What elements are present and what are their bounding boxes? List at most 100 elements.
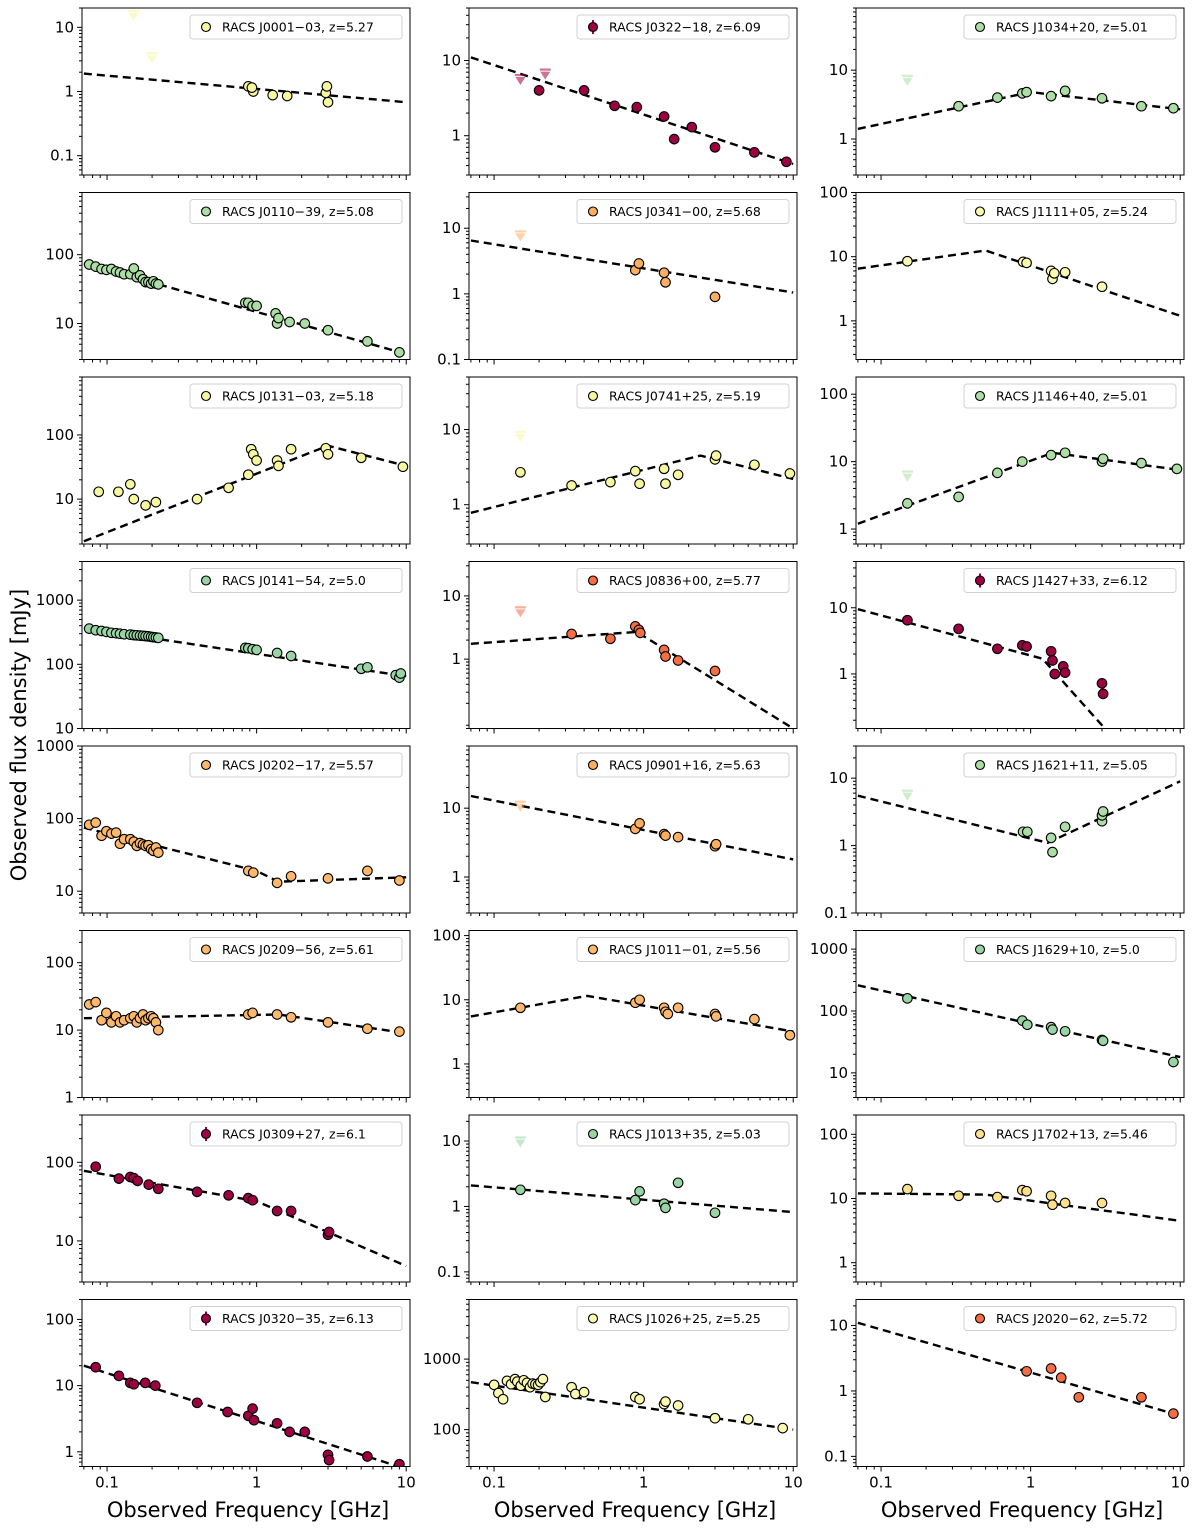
plot-area — [470, 56, 794, 168]
data-point — [128, 1378, 140, 1390]
panel-7: 10 100 RACS J0131−03, z=5.18 — [45, 376, 411, 549]
data-point — [152, 1024, 164, 1036]
plot-area — [83, 996, 407, 1037]
y-tick-label: 10 — [442, 1132, 461, 1150]
x-axis-label-col1: Observed Frequency [GHz] — [107, 1498, 389, 1522]
panel-frame — [468, 745, 798, 914]
panel-18: 10 100 1000 RACS J1629+10, z=5.0 — [810, 930, 1185, 1103]
fit-line — [470, 630, 794, 729]
data-point — [578, 85, 590, 96]
plot-area — [470, 994, 796, 1041]
data-point — [247, 1403, 258, 1414]
data-point — [749, 459, 760, 471]
data-point — [1168, 1056, 1179, 1068]
data-point — [1021, 257, 1032, 269]
data-point — [658, 463, 670, 475]
legend-marker — [974, 1128, 986, 1140]
plot-area — [470, 1136, 794, 1219]
data-point — [321, 81, 333, 92]
data-point — [362, 336, 373, 347]
y-tick-label: 1 — [451, 496, 461, 514]
data-point — [132, 1175, 143, 1187]
panel-frame — [855, 376, 1185, 545]
panel-frame — [468, 7, 798, 176]
legend-box — [576, 937, 790, 962]
data-point — [271, 1417, 283, 1429]
data-point — [1021, 641, 1032, 652]
legend-marker — [587, 1313, 599, 1324]
legend-label: RACS J0320−35, z=6.13 — [222, 1311, 374, 1326]
data-point — [634, 627, 646, 639]
legend-box — [963, 937, 1177, 962]
legend: RACS J0341−00, z=5.68 — [576, 199, 790, 224]
legend-box — [576, 199, 790, 224]
upper-limit-marker — [514, 1136, 526, 1148]
data-point — [660, 276, 671, 288]
data-point — [1059, 821, 1071, 833]
y-tick-label: 100 — [819, 1125, 848, 1143]
data-point — [394, 347, 405, 358]
y-tick-label: 10 — [442, 587, 461, 605]
data-point — [246, 82, 258, 93]
legend-label: RACS J1146+40, z=5.01 — [996, 389, 1148, 404]
data-point — [271, 877, 283, 889]
data-point — [191, 1397, 203, 1409]
legend: RACS J0322−18, z=6.09 — [576, 14, 790, 40]
data-point — [284, 316, 295, 328]
legend-box — [189, 1306, 403, 1331]
y-tick-label: 10 — [55, 720, 74, 738]
x-tick-label: 1 — [252, 1474, 262, 1492]
y-tick-label: 100 — [45, 426, 74, 444]
upper-limit-marker — [901, 74, 913, 86]
y-tick-label: 100 — [819, 184, 848, 202]
data-point — [634, 818, 645, 829]
data-point — [533, 85, 545, 96]
data-point — [1021, 826, 1033, 838]
panel-frame — [81, 1299, 411, 1467]
upper-limit-marker — [514, 606, 526, 618]
legend-marker — [200, 390, 212, 402]
data-point — [605, 476, 616, 488]
data-point — [152, 632, 164, 644]
legend-box — [576, 1121, 790, 1147]
y-tick-label: 1 — [838, 1254, 848, 1272]
x-tick-label: 10 — [784, 1474, 803, 1492]
data-point — [902, 993, 913, 1004]
data-point — [355, 452, 367, 464]
legend-marker — [974, 944, 986, 955]
data-point — [1045, 1190, 1057, 1202]
data-point — [953, 100, 964, 112]
data-point — [322, 448, 334, 460]
data-point — [631, 101, 643, 113]
data-point — [709, 291, 721, 303]
plot-area — [857, 74, 1181, 131]
plot-area — [857, 608, 1109, 729]
data-point — [633, 258, 645, 269]
panel-2: 1 10 RACS J0322−18, z=6.09 — [442, 7, 798, 180]
upper-limit-arrow — [902, 792, 913, 801]
legend-label: RACS J1702+13, z=5.46 — [996, 1127, 1148, 1142]
data-point — [515, 466, 526, 478]
data-point — [323, 1226, 335, 1238]
data-point — [394, 875, 405, 886]
data-point — [247, 1194, 258, 1206]
data-point — [1096, 1197, 1108, 1209]
legend-marker — [200, 575, 212, 586]
data-point — [660, 830, 671, 841]
data-point — [992, 1191, 1003, 1203]
legend-label: RACS J0131−03, z=5.18 — [222, 389, 374, 404]
legend: RACS J0110−39, z=5.08 — [189, 199, 403, 224]
data-point — [152, 1183, 164, 1195]
data-point — [668, 133, 680, 145]
data-point — [90, 817, 102, 828]
data-point — [634, 1393, 645, 1405]
data-point — [322, 873, 334, 884]
data-point — [323, 1454, 335, 1466]
legend-box — [963, 199, 1177, 224]
upper-limit-marker — [514, 230, 526, 242]
legend-label: RACS J0209−56, z=5.61 — [222, 942, 374, 957]
data-point — [397, 461, 409, 473]
legend-marker — [200, 759, 212, 771]
data-point — [247, 1007, 258, 1019]
legend-label: RACS J1111+05, z=5.24 — [996, 204, 1148, 219]
